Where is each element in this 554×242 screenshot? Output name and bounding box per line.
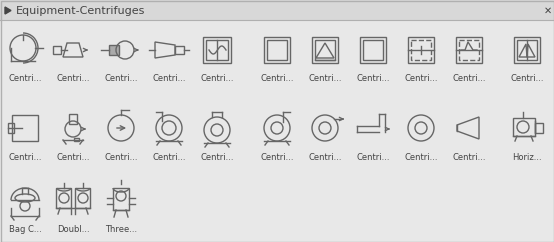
Text: Centri...: Centri...: [510, 74, 543, 83]
Text: Centri...: Centri...: [8, 153, 42, 162]
Bar: [12, 115, 38, 141]
Text: Horiz...: Horiz...: [512, 153, 542, 162]
Text: Bag C...: Bag C...: [9, 225, 42, 234]
Text: Centri...: Centri...: [308, 74, 342, 83]
Bar: [456, 37, 482, 63]
Bar: [75, 188, 90, 208]
Bar: [514, 37, 540, 63]
Text: Centri...: Centri...: [260, 74, 294, 83]
Text: Centri...: Centri...: [356, 153, 390, 162]
Bar: [513, 118, 535, 136]
Text: Doubl...: Doubl...: [57, 225, 89, 234]
Text: Centri...: Centri...: [152, 153, 186, 162]
Text: Centri...: Centri...: [356, 74, 390, 83]
Bar: [459, 40, 479, 60]
Bar: [264, 37, 290, 63]
Bar: [74, 138, 79, 141]
Text: Centri...: Centri...: [57, 74, 90, 83]
Bar: [535, 123, 543, 133]
Bar: [408, 37, 434, 63]
Text: Centri...: Centri...: [104, 153, 138, 162]
Text: Centri...: Centri...: [260, 153, 294, 162]
Bar: [175, 46, 184, 54]
Bar: [267, 40, 287, 60]
Polygon shape: [5, 7, 11, 14]
Bar: [312, 37, 338, 63]
Text: Centri...: Centri...: [200, 153, 234, 162]
Bar: [360, 37, 386, 63]
Text: Centri...: Centri...: [57, 153, 90, 162]
Bar: [203, 37, 231, 63]
Bar: [517, 40, 537, 60]
Text: Centri...: Centri...: [8, 74, 42, 83]
Text: Centri...: Centri...: [200, 74, 234, 83]
Bar: [69, 114, 77, 124]
Text: Centri...: Centri...: [308, 153, 342, 162]
Text: Centri...: Centri...: [452, 153, 486, 162]
Bar: [56, 188, 71, 208]
Text: ✕: ✕: [544, 6, 552, 15]
Bar: [315, 40, 335, 60]
Bar: [411, 40, 431, 60]
Text: Centri...: Centri...: [452, 74, 486, 83]
Text: Centri...: Centri...: [104, 74, 138, 83]
Bar: [0, 0, 554, 20]
Bar: [53, 46, 61, 54]
Text: Centri...: Centri...: [152, 74, 186, 83]
Text: Centri...: Centri...: [404, 153, 438, 162]
Bar: [363, 40, 383, 60]
Text: Equipment-Centrifuges: Equipment-Centrifuges: [16, 6, 145, 15]
Bar: [206, 40, 228, 60]
Text: Centri...: Centri...: [404, 74, 438, 83]
Text: Three...: Three...: [105, 225, 137, 234]
Bar: [8, 123, 14, 133]
Bar: [113, 188, 129, 210]
Bar: [109, 45, 119, 55]
